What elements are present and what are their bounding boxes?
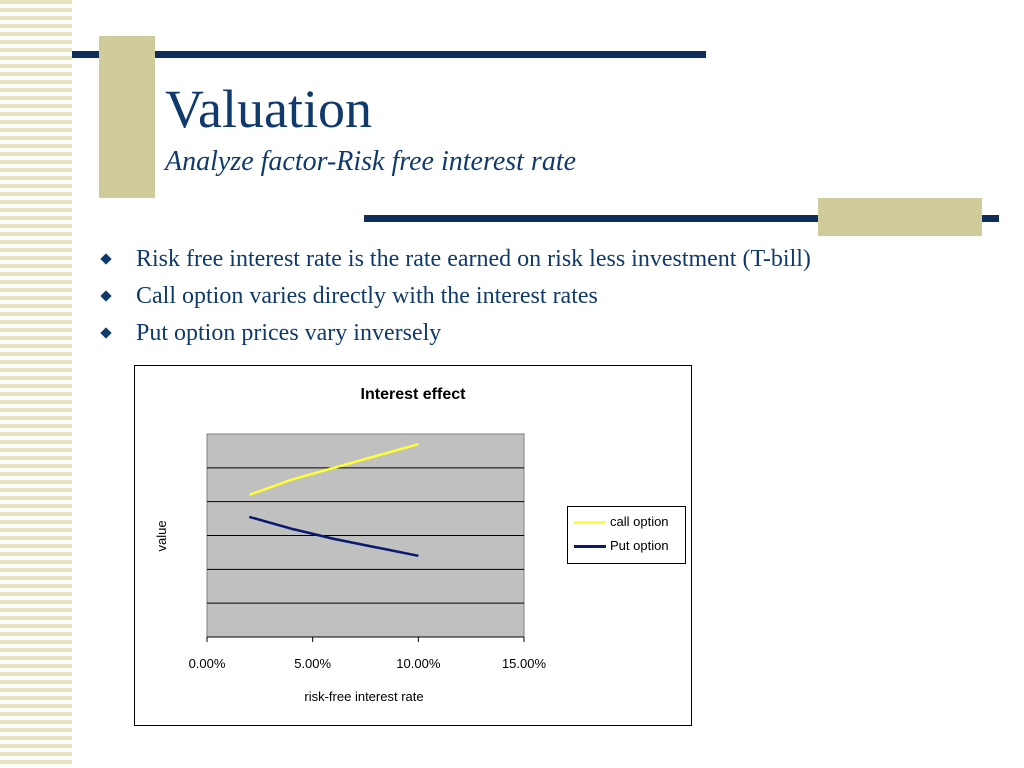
- decorative-stripes: [0, 0, 72, 768]
- bullet-list: Risk free interest rate is the rate earn…: [100, 244, 811, 355]
- bullet-item: Risk free interest rate is the rate earn…: [100, 244, 811, 281]
- series-lines: [248, 442, 419, 558]
- x-tick-label: 10.00%: [396, 656, 441, 671]
- bullet-text: Call option varies directly with the int…: [136, 283, 598, 309]
- chart-legend: call option Put option: [567, 506, 686, 564]
- x-axis-ticks: 0.00% 5.00% 10.00% 15.00%: [189, 637, 547, 671]
- bullet-item: Call option varies directly with the int…: [100, 281, 811, 318]
- bullet-text: Put option prices vary inversely: [136, 320, 442, 346]
- chart-container: Interest effect 0.00% 5.00% 10.00% 15.00% r…: [134, 365, 692, 726]
- y-axis-label: value: [154, 520, 169, 551]
- legend-item-call-option: call option: [574, 513, 669, 531]
- slide-subtitle: Analyze factor-Risk free interest rate: [165, 146, 577, 177]
- x-tick-label: 0.00%: [189, 656, 226, 671]
- bottom-accent-bar: [364, 215, 999, 222]
- series-line-put-option: [248, 515, 419, 558]
- title-accent-block: [99, 36, 155, 198]
- series-line-call-option: [248, 442, 419, 497]
- diamond-bullet-icon: [100, 253, 112, 265]
- top-accent-bar: [72, 51, 706, 58]
- gridlines: [207, 467, 524, 604]
- legend-label: call option: [610, 514, 669, 529]
- diamond-bullet-icon: [100, 327, 112, 339]
- interest-effect-chart: Interest effect 0.00% 5.00% 10.00% 15.00% r…: [154, 386, 547, 704]
- legend-label: Put option: [610, 538, 669, 553]
- slide-title: Valuation: [165, 79, 372, 139]
- bullet-text: Risk free interest rate is the rate earn…: [136, 246, 811, 272]
- legend-swatch: [574, 545, 606, 549]
- chart-title: Interest effect: [361, 386, 467, 403]
- bullet-item: Put option prices vary inversely: [100, 318, 811, 355]
- x-tick-label: 5.00%: [294, 656, 331, 671]
- legend-swatch: [574, 521, 606, 525]
- bottom-accent-block: [818, 198, 982, 236]
- x-axis-label: risk-free interest rate: [304, 689, 423, 704]
- x-tick-label: 15.00%: [502, 656, 547, 671]
- legend-item-put-option: Put option: [574, 537, 669, 555]
- diamond-bullet-icon: [100, 290, 112, 302]
